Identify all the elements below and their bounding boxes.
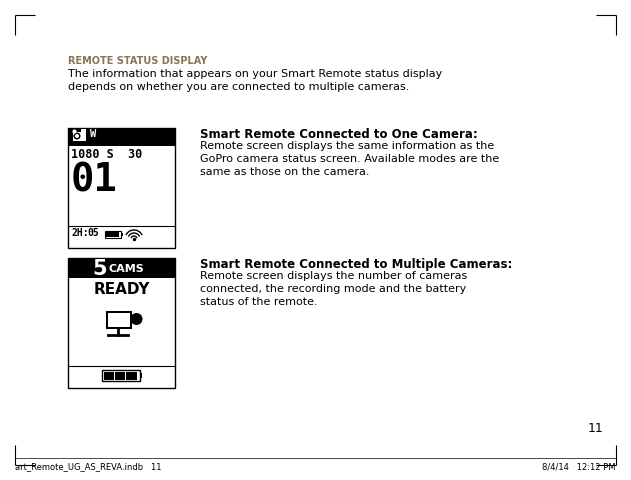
Text: connected, the recording mode and the battery: connected, the recording mode and the ba…	[200, 284, 466, 294]
Text: 2H:: 2H:	[71, 228, 88, 238]
Text: depends on whether you are connected to multiple cameras.: depends on whether you are connected to …	[68, 82, 410, 92]
Circle shape	[131, 313, 143, 325]
Bar	[68, 258, 175, 278]
Text: 1080 S  30: 1080 S 30	[71, 148, 142, 161]
Text: GoPro camera status screen. Available modes are the: GoPro camera status screen. Available mo…	[200, 154, 499, 164]
Text: 8/4/14   12:12 PM: 8/4/14 12:12 PM	[543, 462, 616, 471]
Text: Smart Remote Connected to Multiple Cameras:: Smart Remote Connected to Multiple Camer…	[200, 258, 512, 271]
Bar	[81, 129, 86, 133]
Bar	[68, 258, 175, 388]
Text: Remote screen displays the number of cameras: Remote screen displays the number of cam…	[200, 271, 467, 281]
Text: W: W	[90, 129, 97, 139]
Text: Remote screen displays the same information as the: Remote screen displays the same informat…	[200, 141, 494, 151]
Bar	[73, 132, 86, 141]
Text: same as those on the camera.: same as those on the camera.	[200, 167, 370, 177]
Bar	[126, 372, 136, 380]
Text: 05: 05	[87, 228, 98, 238]
Circle shape	[73, 132, 81, 140]
Bar	[115, 372, 125, 380]
Bar	[103, 372, 114, 380]
Text: art_Remote_UG_AS_REVA.indb   11: art_Remote_UG_AS_REVA.indb 11	[15, 462, 162, 471]
Text: 11: 11	[587, 422, 603, 435]
Bar	[68, 128, 175, 248]
Text: The information that appears on your Smart Remote status display: The information that appears on your Sma…	[68, 69, 442, 79]
Text: CAMS: CAMS	[109, 264, 144, 274]
Bar	[68, 128, 175, 146]
Bar	[102, 370, 139, 381]
Bar	[106, 232, 119, 237]
Bar	[105, 231, 121, 238]
Bar	[105, 311, 131, 329]
Bar	[107, 313, 129, 327]
Bar	[139, 373, 142, 378]
Text: 01: 01	[71, 161, 118, 199]
Text: status of the remote.: status of the remote.	[200, 297, 317, 307]
Text: READY: READY	[93, 282, 150, 297]
Text: REMOTE STATUS DISPLAY: REMOTE STATUS DISPLAY	[68, 56, 208, 66]
Bar	[121, 233, 123, 236]
Circle shape	[75, 134, 79, 138]
Text: Smart Remote Connected to One Camera:: Smart Remote Connected to One Camera:	[200, 128, 478, 141]
Text: 5: 5	[92, 259, 107, 279]
